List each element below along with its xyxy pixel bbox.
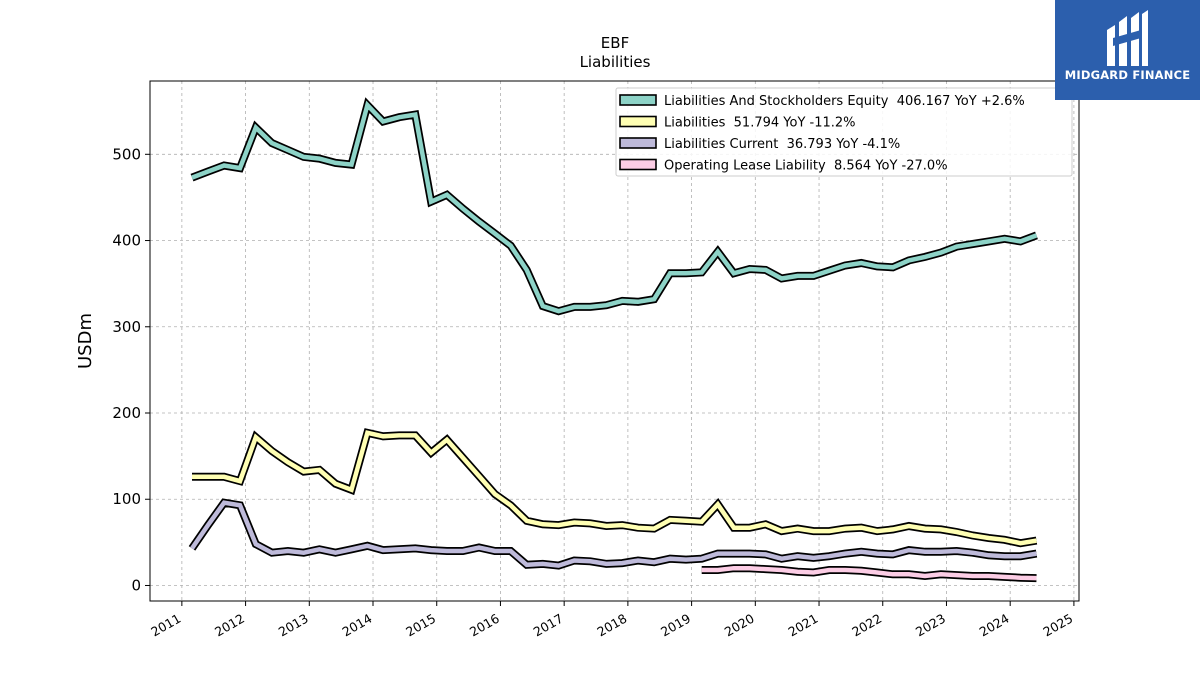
x-tick-label: 2015 [403,611,438,640]
chart-subtitle: Liabilities [580,53,651,71]
x-tick-label: 2017 [531,611,566,640]
series-layer [188,97,1038,583]
x-tick-label: 2012 [212,611,247,640]
legend-swatch [619,94,657,106]
series-line-liabilities [192,430,1037,546]
x-tick-label: 2024 [977,611,1012,640]
legend-swatch [619,115,657,128]
x-tick-label: 2020 [722,611,757,640]
y-tick-label: 500 [112,145,141,163]
y-tick-label: 0 [131,576,141,594]
legend-swatch [619,158,657,171]
chart-title: EBF [601,34,629,52]
legend-swatch [619,137,657,149]
y-tick-label: 200 [112,404,141,422]
x-tick-label: 2023 [913,611,948,640]
x-tick-label: 2016 [467,611,502,640]
x-tick-label: 2025 [1040,611,1075,640]
x-tick-label: 2022 [849,611,884,640]
y-axis-label: USDm [75,313,96,369]
legend-box [615,87,1073,177]
series-line-liabilities-and-stockholders-equity [191,100,1038,314]
brand-logo: MIDGARD FINANCE [1055,0,1200,100]
x-tick-label: 2019 [658,611,693,640]
y-tick-label: 300 [112,318,141,336]
series-outline-liabilities-current [188,498,1038,570]
y-tick-label: 100 [112,490,141,508]
legend: Liabilities And Stockholders Equity 406.… [615,87,1073,177]
x-tick-label: 2021 [785,611,820,640]
x-tick-label: 2014 [339,611,374,640]
midgard-logo-icon [1107,10,1148,66]
legend-label: Liabilities Current 36.793 YoY -4.1% [664,137,900,152]
legend-label: Liabilities And Stockholders Equity 406.… [664,94,1025,109]
plot-frame [149,80,1080,602]
x-tick-label: 2018 [594,611,629,640]
y-tick-label: 400 [112,232,141,250]
series-line-liabilities-current [190,500,1037,568]
legend-label: Operating Lease Liability 8.564 YoY -27.… [664,159,948,174]
x-tick-label: 2011 [148,611,183,640]
x-tick-label: 2013 [276,611,311,640]
series-line-operating-lease-liability [701,565,1037,581]
logo-text: MIDGARD FINANCE [1064,68,1191,82]
legend-label: Liabilities 51.794 YoY -11.2% [664,116,856,131]
